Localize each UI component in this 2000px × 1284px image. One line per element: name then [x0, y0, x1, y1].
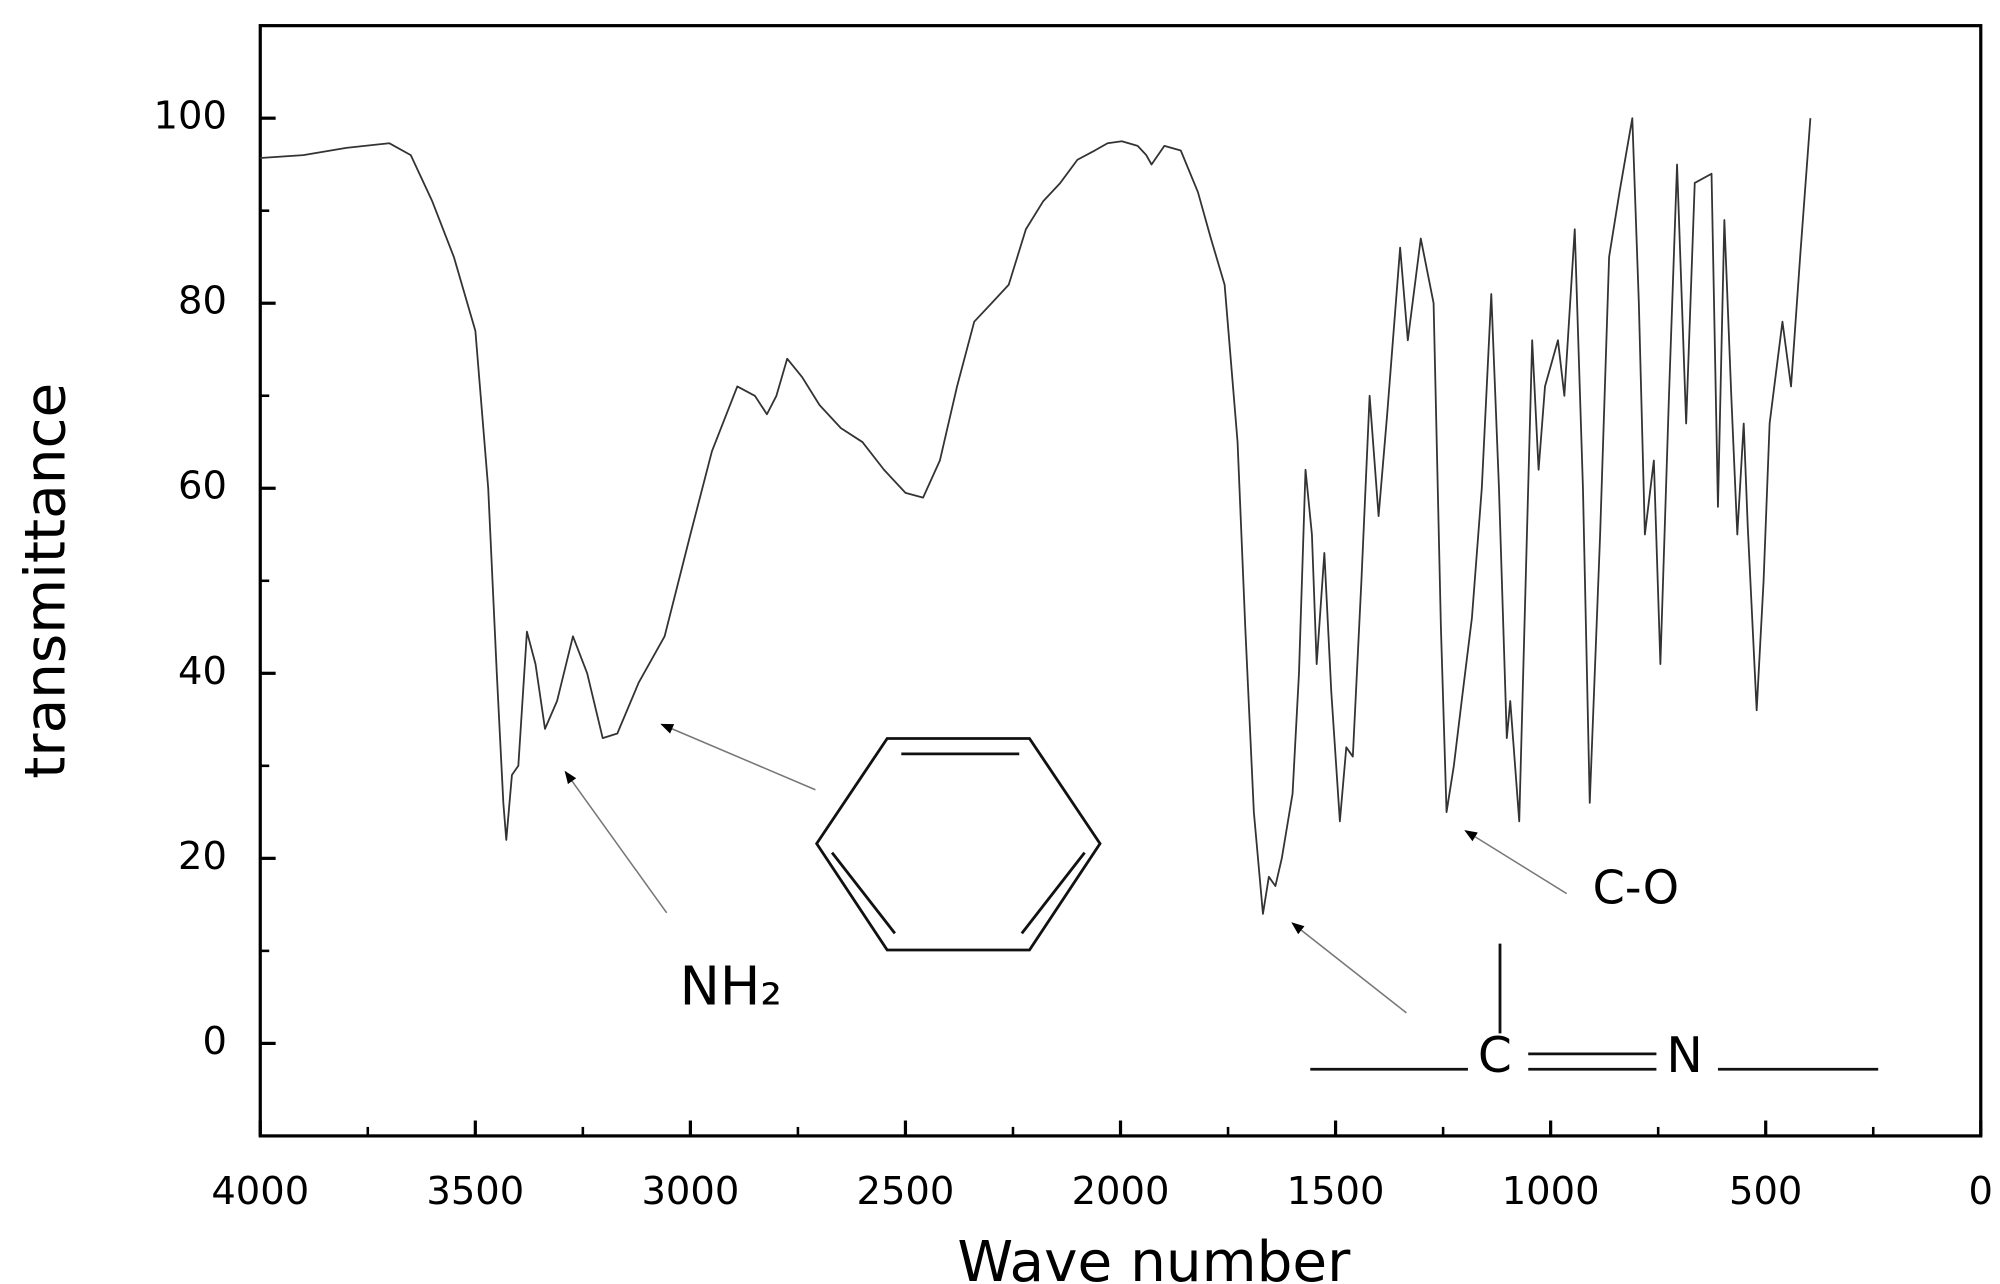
y-tick-label: 80 — [178, 279, 227, 324]
arrow — [1291, 922, 1407, 1014]
x-tick-label: 3000 — [641, 1169, 739, 1214]
y-tick-label: 100 — [154, 94, 227, 139]
x-tick-label: 2000 — [1072, 1169, 1170, 1214]
x-tick-label: 500 — [1729, 1169, 1802, 1214]
x-tick-label: 0 — [1969, 1169, 1993, 1214]
arrow — [564, 770, 668, 914]
x-tick-label: 1500 — [1287, 1169, 1385, 1214]
benzene-bond — [1020, 851, 1086, 935]
benzene-ring — [814, 737, 1102, 952]
atom-label: C — [1478, 1028, 1512, 1084]
x-axis-label: Wave number — [957, 1230, 1351, 1284]
annotation: NH₂ — [680, 954, 782, 1017]
y-tick-label: 60 — [178, 464, 227, 509]
y-tick-label: 40 — [178, 649, 227, 694]
plot-frame — [258, 24, 1983, 1138]
annotation: C-O — [1593, 861, 1679, 915]
y-tick-label: 20 — [178, 834, 227, 879]
atom-label: N — [1666, 1028, 1702, 1084]
y-axis-label: transmittance — [13, 383, 78, 779]
arrow — [660, 723, 816, 791]
arrow — [1464, 830, 1568, 895]
x-tick-label: 3500 — [426, 1169, 524, 1214]
y-tick-label: 0 — [202, 1019, 226, 1064]
x-tick-label: 4000 — [211, 1169, 309, 1214]
x-tick-label: 1000 — [1502, 1169, 1600, 1214]
spectrum-line — [260, 117, 1812, 915]
x-tick-label: 2500 — [857, 1169, 955, 1214]
benzene-bond — [830, 851, 896, 935]
